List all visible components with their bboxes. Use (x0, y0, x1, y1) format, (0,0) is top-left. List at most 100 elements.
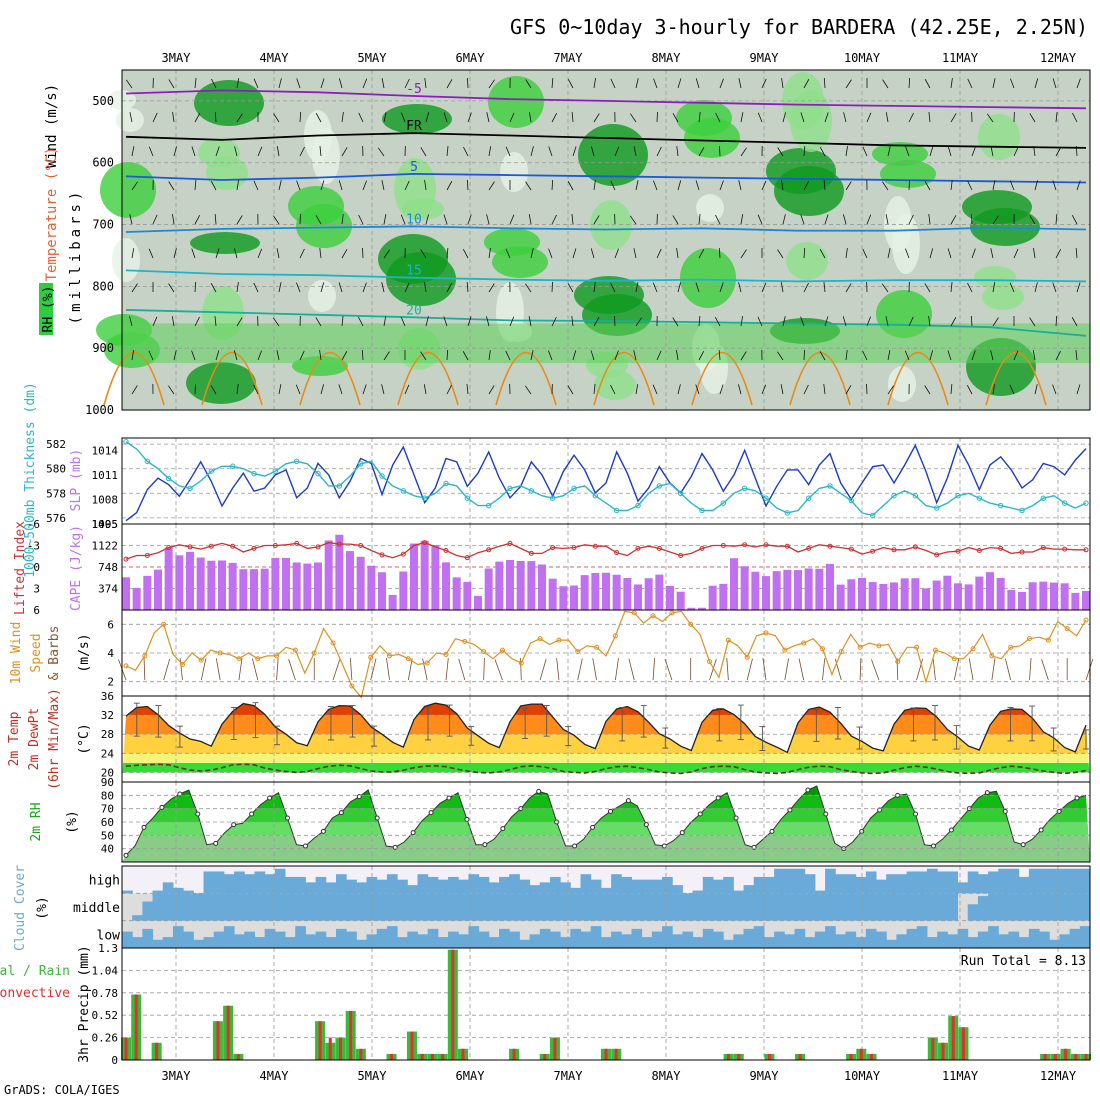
lifted-index-point (955, 548, 961, 554)
wind-barb (740, 316, 743, 327)
wind10m-point (255, 656, 261, 662)
wind-barb (404, 384, 410, 395)
cloud-bar-low (631, 928, 643, 948)
cloud-bar-high (315, 876, 327, 894)
wind-barb (950, 317, 957, 327)
wind-barb (299, 111, 302, 123)
precip-tick: 1.04 (92, 964, 119, 977)
precip-convective-bar (155, 1042, 159, 1060)
wind-barb (571, 112, 574, 123)
rh-patch (594, 370, 636, 400)
temp2m-tick: 20 (101, 766, 114, 779)
rh2m-point (1038, 827, 1044, 833)
cape-bar (122, 577, 130, 610)
cloud-bar-middle (448, 893, 459, 921)
cloud-bar-low (386, 926, 398, 948)
thickness-point (421, 495, 428, 501)
cape-bar (196, 557, 205, 610)
precip-convective-bar (226, 1005, 230, 1060)
wind10m-point (236, 656, 242, 662)
wind-barb (1055, 214, 1058, 225)
wind-barb (614, 146, 620, 157)
wind10m-point (876, 643, 882, 649)
rh2m-point (195, 811, 201, 817)
cape-bar (751, 571, 760, 610)
cloud-bar-high (1039, 868, 1050, 894)
wind-barb (253, 180, 259, 191)
wind-barb (715, 112, 721, 123)
run-total-label: Run Total = 8.13 (961, 954, 1086, 969)
wind-barb (845, 181, 852, 191)
cloud-bar-low (132, 937, 143, 948)
wind-barb (695, 384, 700, 395)
wind-barb (152, 214, 158, 225)
wind10m-barb (577, 658, 583, 681)
cloud-bar-middle (366, 893, 378, 921)
rh2m-point (231, 822, 237, 828)
cape-bar (687, 607, 696, 610)
lifted-index-point (784, 543, 790, 549)
wind-barb (572, 350, 577, 361)
precip-convective-bar (849, 1053, 853, 1060)
wind-barb (567, 181, 574, 191)
lifted-index-point (592, 543, 598, 549)
precip-convective-bar (767, 1053, 771, 1060)
cloud-bar-middle (631, 893, 643, 921)
wind-barb (947, 146, 952, 157)
precip-convective-bar (134, 994, 138, 1060)
thickness-tick: 578 (46, 487, 66, 500)
bottom-date-label: 3MAY (162, 1069, 192, 1083)
wind-barb (845, 350, 848, 361)
cloud-bar-high (845, 874, 857, 894)
cloud-bar-low (916, 926, 928, 948)
cloud-bar-middle (213, 893, 225, 921)
cloud-bar-middle (437, 893, 449, 921)
thickness-point (635, 502, 641, 509)
top-date-label: 7MAY (554, 51, 584, 65)
precip-convective-bar (512, 1048, 516, 1060)
wind-barb (214, 316, 217, 327)
wind-barb (236, 180, 239, 191)
cloud-bar-low (213, 931, 225, 948)
wind-barb (1033, 248, 1036, 259)
wind10m-point (405, 656, 411, 662)
rh-patch (382, 104, 452, 134)
wind-barb (1013, 350, 1019, 361)
wind-barb (319, 146, 322, 157)
wind-barb (610, 384, 616, 395)
thickness-point (443, 480, 449, 487)
wind-barb (296, 180, 301, 191)
cloud-bar-low (437, 937, 449, 948)
wind-barb (129, 316, 133, 327)
wind-barb (486, 214, 490, 225)
cloud-bar-high (702, 876, 714, 894)
cloud-bar-middle (223, 893, 235, 921)
wind-barb (272, 317, 280, 327)
lifted-index-point (998, 545, 1004, 551)
cloud-bar-low (641, 937, 653, 948)
wind-barb (191, 146, 196, 157)
wind-barb (971, 248, 976, 259)
wind-barb (172, 112, 175, 123)
lifted-index-point (422, 540, 428, 546)
wind-barb (362, 282, 367, 293)
cloud-bar-low (427, 928, 439, 948)
cloud-cover-ticks: high middle low (73, 874, 120, 944)
cape-bar (836, 584, 845, 610)
wind-barb (950, 282, 953, 293)
cloud-bar-middle (937, 893, 948, 921)
cape-bar (762, 576, 770, 610)
cloud-bar-low (1069, 928, 1081, 948)
lifted-index-point (891, 547, 897, 553)
cloud-bar-high (162, 882, 174, 894)
cape-bar (602, 572, 610, 610)
cloud-bar-high (458, 879, 469, 894)
wind-barb (276, 350, 280, 361)
cloud-bar-high (855, 876, 867, 894)
wind-barb (908, 112, 914, 123)
wind-barb (924, 181, 931, 191)
wind-barb (257, 350, 262, 361)
wind-barb (740, 249, 747, 259)
cloud-bar-low (876, 931, 887, 948)
lifted-index-point (208, 543, 214, 549)
